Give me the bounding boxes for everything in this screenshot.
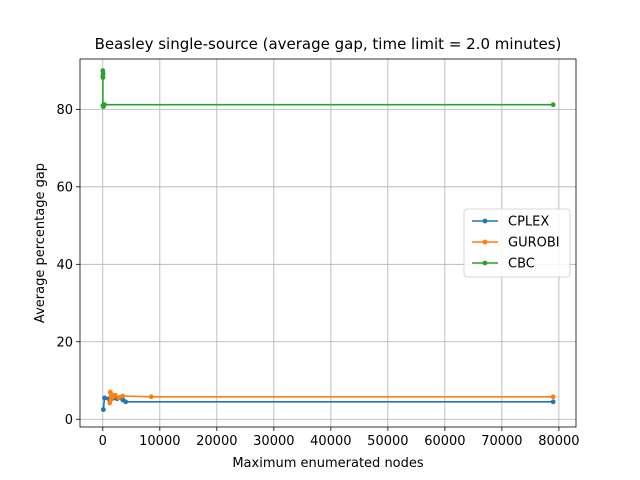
x-tick-label: 70000 <box>481 434 522 449</box>
y-tick-label: 80 <box>56 103 73 118</box>
data-point-gurobi <box>148 394 154 400</box>
x-tick-label: 10000 <box>139 434 180 449</box>
data-point-gurobi <box>112 392 118 398</box>
x-axis-label: Maximum enumerated nodes <box>232 456 424 471</box>
legend-marker-cbc <box>482 260 488 266</box>
data-point-gurobi <box>120 393 126 399</box>
data-point-cplex <box>123 399 129 405</box>
axes-ticks: 0 10000 20000 30000 40000 50000 60000 70000 8000… <box>56 103 579 449</box>
y-tick-label: 60 <box>56 180 73 195</box>
data-point-cbc <box>100 75 106 80</box>
x-tick-label: 60000 <box>424 434 465 449</box>
legend-box <box>463 208 571 278</box>
y-tick-label: 40 <box>56 258 73 273</box>
legend: CPLEX GUROBI CBC <box>463 208 571 278</box>
x-tick-label: 40000 <box>310 434 351 449</box>
data-point-cplex <box>102 395 107 401</box>
x-tick-label: 0 <box>99 434 107 449</box>
data-point-cbc <box>550 102 556 108</box>
legend-label-cbc: CBC <box>508 257 535 272</box>
data-point-gurobi <box>116 395 122 401</box>
y-axis-label: Average percentage gap <box>33 163 48 323</box>
plot-frame <box>79 58 577 428</box>
data-point-cplex <box>550 399 556 405</box>
legend-label-gurobi: GUROBI <box>508 236 560 251</box>
x-tick-label: 20000 <box>196 434 237 449</box>
x-tick-label: 50000 <box>367 434 408 449</box>
legend-marker-gurobi <box>482 239 488 245</box>
y-tick-label: 20 <box>56 335 73 350</box>
legend-marker-cplex <box>482 218 488 224</box>
data-point-cbc <box>100 71 106 77</box>
y-tick-label: 0 <box>65 413 73 428</box>
data-point-cplex <box>100 407 106 412</box>
plot-series <box>100 68 556 412</box>
grid <box>80 59 576 427</box>
x-tick-label: 80000 <box>538 434 579 449</box>
data-point-gurobi <box>550 394 556 400</box>
legend-label-cplex: CPLEX <box>508 215 549 230</box>
x-tick-label: 30000 <box>253 434 294 449</box>
data-point-cbc <box>102 102 107 108</box>
chart-title: Beasley single-source (average gap, time… <box>95 35 562 53</box>
